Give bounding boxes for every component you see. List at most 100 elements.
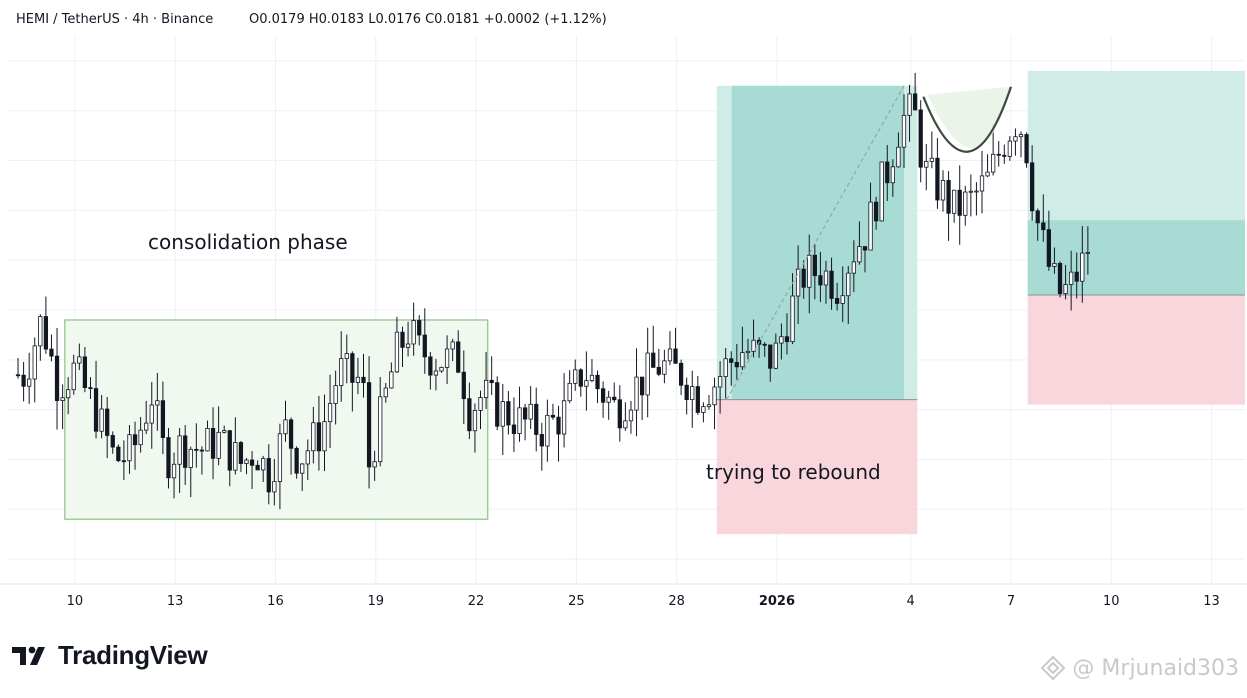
candle-body-up <box>929 157 934 162</box>
candle-body-down <box>467 398 472 432</box>
candle-body-up <box>561 400 567 435</box>
candle-body-up <box>149 404 154 424</box>
x-axis: 10 13 16 19 22 25 28 2026 4 7 10 13 <box>67 594 1220 609</box>
candle-body-up <box>846 272 851 297</box>
candle-body-up <box>723 358 728 377</box>
candle-body-down <box>768 344 773 369</box>
x-tick-label: 28 <box>668 594 685 609</box>
candle-body-down <box>1046 229 1051 267</box>
tradingview-logo-text: TradingView <box>58 640 208 670</box>
candle-body-down <box>489 379 494 384</box>
candle-body-down <box>1002 154 1007 157</box>
candle-body-down <box>288 419 294 449</box>
candle-body-up <box>545 414 550 447</box>
candle-body-up <box>974 190 979 193</box>
candle-body-down <box>116 446 121 462</box>
candle-body-down <box>350 353 355 383</box>
candle-body-down <box>316 422 322 452</box>
candle-body-down <box>461 371 466 400</box>
x-tick-label: 10 <box>1103 594 1120 609</box>
candle-body-down <box>361 376 366 384</box>
candle-body-down <box>199 449 205 452</box>
candle-body-up <box>589 374 595 382</box>
candle-body-up <box>991 153 996 173</box>
candle-body-up <box>690 386 695 401</box>
candle-body-up <box>901 114 907 148</box>
candle-body-up <box>233 442 238 471</box>
candle-body-down <box>684 384 689 401</box>
watermark-text: @ Mrjunaid303 <box>1072 655 1239 681</box>
candle-body-down <box>422 334 427 358</box>
candle-body-up <box>127 434 132 462</box>
candle-body-up <box>216 431 221 459</box>
candle-body-up <box>745 350 751 354</box>
candle-body-down <box>695 386 700 413</box>
candle-body-up <box>205 428 210 452</box>
candle-body-up <box>394 331 400 373</box>
candle-body-down <box>255 464 260 471</box>
candle-body-down <box>550 414 556 418</box>
candle-body-up <box>283 419 288 435</box>
candle-body-down <box>110 435 115 448</box>
candle-body-up <box>327 403 333 423</box>
candle-body-up <box>662 360 667 375</box>
candle-body-up <box>261 458 266 471</box>
candle-body-up <box>634 376 639 411</box>
candle-body-down <box>1024 134 1029 164</box>
candle-body-up <box>1013 136 1018 142</box>
candle-body-down <box>495 382 500 427</box>
candle-body-down <box>935 157 940 201</box>
candle-body-down <box>734 361 739 368</box>
x-tick-label: 7 <box>1007 594 1015 609</box>
candle-body-up <box>779 336 784 344</box>
author-watermark: @ Mrjunaid303 <box>1040 655 1239 681</box>
candle-body-up <box>1080 252 1085 282</box>
candle-body-up <box>645 352 650 396</box>
candle-body-up <box>439 367 444 372</box>
candle-body-down <box>1030 162 1035 212</box>
candle-body-up <box>344 353 349 359</box>
candle-body-up <box>66 389 71 399</box>
chart-header-ohlc: O0.0179 H0.0183 L0.0176 C0.0181 +0.0002 … <box>249 12 607 27</box>
candle-body-down <box>132 434 138 446</box>
candle-body-down <box>946 180 951 214</box>
candle-body-down <box>829 270 834 299</box>
candle-body-up <box>706 404 712 408</box>
candle-body-down <box>678 362 684 386</box>
candle-body-down <box>105 408 110 436</box>
candle-body-down <box>43 316 49 350</box>
candle-body-down <box>639 376 645 396</box>
candle-body-up <box>300 463 305 474</box>
position-2-profit-fill <box>1027 220 1245 296</box>
candle-body-up <box>890 166 895 184</box>
candle-body-up <box>272 481 277 493</box>
candle-body-down <box>651 352 656 368</box>
candle-body-up <box>968 190 973 193</box>
candle-body-up <box>389 371 394 389</box>
candle-body-up <box>32 345 37 380</box>
candle-body-down <box>818 275 823 286</box>
position-2-stop-zone <box>1027 295 1245 405</box>
candle-body-up <box>879 161 884 222</box>
x-tick-label: 25 <box>568 594 585 609</box>
candle-body-up <box>277 433 283 482</box>
x-tick-label: 19 <box>367 594 384 609</box>
candle-body-up <box>171 463 177 479</box>
candle-body-down <box>862 246 868 251</box>
candle-body-up <box>924 161 929 168</box>
candle-body-up <box>60 397 65 401</box>
candle-body-up <box>952 189 957 214</box>
candle-body-down <box>166 437 171 479</box>
candle-body-up <box>790 295 795 343</box>
candle-body-up <box>144 422 149 431</box>
candle-body-up <box>244 459 249 464</box>
candle-body-up <box>868 201 873 251</box>
candle-body-down <box>1041 222 1046 231</box>
candle-body-down <box>957 189 962 216</box>
candle-body-up <box>472 409 478 432</box>
candle-body-up <box>38 316 43 347</box>
candle-body-down <box>656 366 661 375</box>
candle-body-down <box>54 355 60 401</box>
candle-body-up <box>840 295 845 304</box>
